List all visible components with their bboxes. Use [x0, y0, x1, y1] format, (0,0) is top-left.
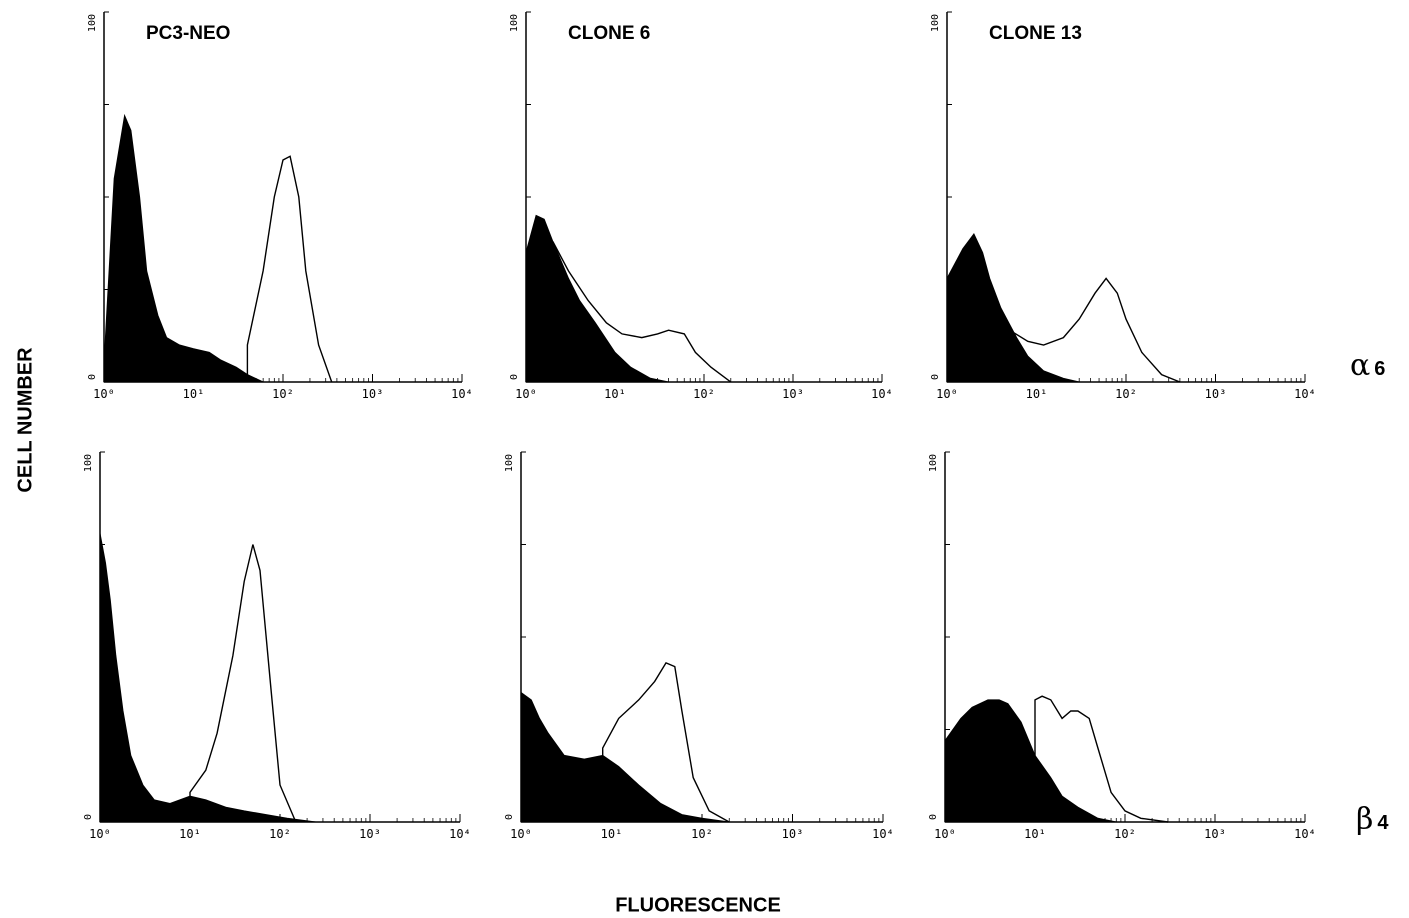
y-tick-label: 100 — [504, 454, 515, 472]
x-tick-label: 10⁴ — [871, 387, 893, 401]
histogram-panel: 100 0 10⁰ 10¹ 10² 10³ 10⁴ — [928, 451, 1316, 841]
x-tick-label: 10⁴ — [1294, 827, 1316, 841]
y-tick-label: 100 — [83, 454, 94, 472]
x-tick-label: 10² — [1115, 387, 1137, 401]
histogram-panel: 100 0 10⁰ 10¹ 10² 10³ 10⁴ CLONE 6 — [509, 11, 893, 401]
y-tick-label: 0 — [930, 374, 941, 380]
x-tick-label: 10² — [1114, 827, 1136, 841]
x-tick-label: 10³ — [1204, 827, 1226, 841]
y-tick-label: 100 — [509, 14, 520, 32]
outline-histogram-series — [1034, 695, 1168, 823]
y-tick-label: 0 — [83, 814, 94, 820]
x-tick-label: 10⁰ — [93, 387, 115, 401]
x-tick-label: 10⁴ — [1294, 387, 1316, 401]
filled-histogram-series — [99, 533, 316, 823]
y-tick-label: 100 — [930, 14, 941, 32]
x-tick-label: 10² — [272, 387, 294, 401]
x-tick-label: 10⁰ — [936, 387, 958, 401]
filled-histogram-series — [946, 233, 1080, 383]
x-tick-label: 10⁴ — [451, 387, 473, 401]
x-tick-label: 10³ — [362, 387, 384, 401]
outline-histogram-series — [246, 155, 333, 383]
outline-histogram-series — [602, 662, 730, 823]
x-tick-label: 10¹ — [1024, 827, 1046, 841]
x-tick-label: 10¹ — [179, 827, 201, 841]
x-tick-label: 10⁰ — [89, 827, 111, 841]
x-tick-label: 10² — [269, 827, 291, 841]
x-tick-label: 10² — [691, 827, 713, 841]
row-label-greek: β — [1356, 802, 1374, 837]
histogram-panel: 100 0 10⁰ 10¹ 10² 10³ 10⁴ PC3-NEO — [87, 11, 473, 401]
x-axis-label: FLUORESCENCE — [615, 894, 781, 917]
filled-histogram-series — [103, 113, 264, 383]
row-label-sub: 6 — [1374, 358, 1386, 380]
row-label-greek: α — [1350, 348, 1371, 383]
x-tick-label: 10³ — [1205, 387, 1227, 401]
x-tick-label: 10⁴ — [872, 827, 894, 841]
outline-histogram-series — [1008, 277, 1181, 383]
x-tick-label: 10³ — [782, 387, 804, 401]
histogram-panel: 100 0 10⁰ 10¹ 10² 10³ 10⁴ — [83, 451, 471, 841]
y-tick-label: 0 — [87, 374, 98, 380]
panel-title: PC3-NEO — [146, 23, 230, 44]
x-tick-label: 10⁰ — [510, 827, 532, 841]
row-label-sub: 4 — [1377, 812, 1389, 834]
histogram-panel: 100 0 10⁰ 10¹ 10² 10³ 10⁴ — [504, 451, 894, 841]
x-tick-label: 10³ — [359, 827, 381, 841]
outline-histogram-series — [189, 544, 297, 823]
outline-histogram-series — [552, 241, 732, 383]
panel-title: CLONE 6 — [568, 23, 650, 44]
x-tick-label: 10¹ — [601, 827, 623, 841]
y-tick-label: 0 — [504, 814, 515, 820]
x-tick-label: 10⁰ — [515, 387, 537, 401]
x-tick-label: 10² — [693, 387, 715, 401]
y-tick-label: 100 — [928, 454, 939, 472]
x-tick-label: 10³ — [782, 827, 804, 841]
x-tick-label: 10¹ — [604, 387, 626, 401]
y-tick-label: 0 — [928, 814, 939, 820]
x-tick-label: 10¹ — [183, 387, 205, 401]
filled-histogram-series — [525, 214, 669, 383]
x-tick-label: 10⁴ — [449, 827, 471, 841]
panel-title: CLONE 13 — [989, 23, 1082, 44]
histogram-panel: 100 0 10⁰ 10¹ 10² 10³ 10⁴ CLONE 13 — [930, 11, 1316, 401]
y-tick-label: 0 — [509, 374, 520, 380]
x-tick-label: 10¹ — [1026, 387, 1048, 401]
x-tick-label: 10⁰ — [934, 827, 956, 841]
y-tick-label: 100 — [87, 14, 98, 32]
filled-histogram-series — [944, 699, 1117, 823]
